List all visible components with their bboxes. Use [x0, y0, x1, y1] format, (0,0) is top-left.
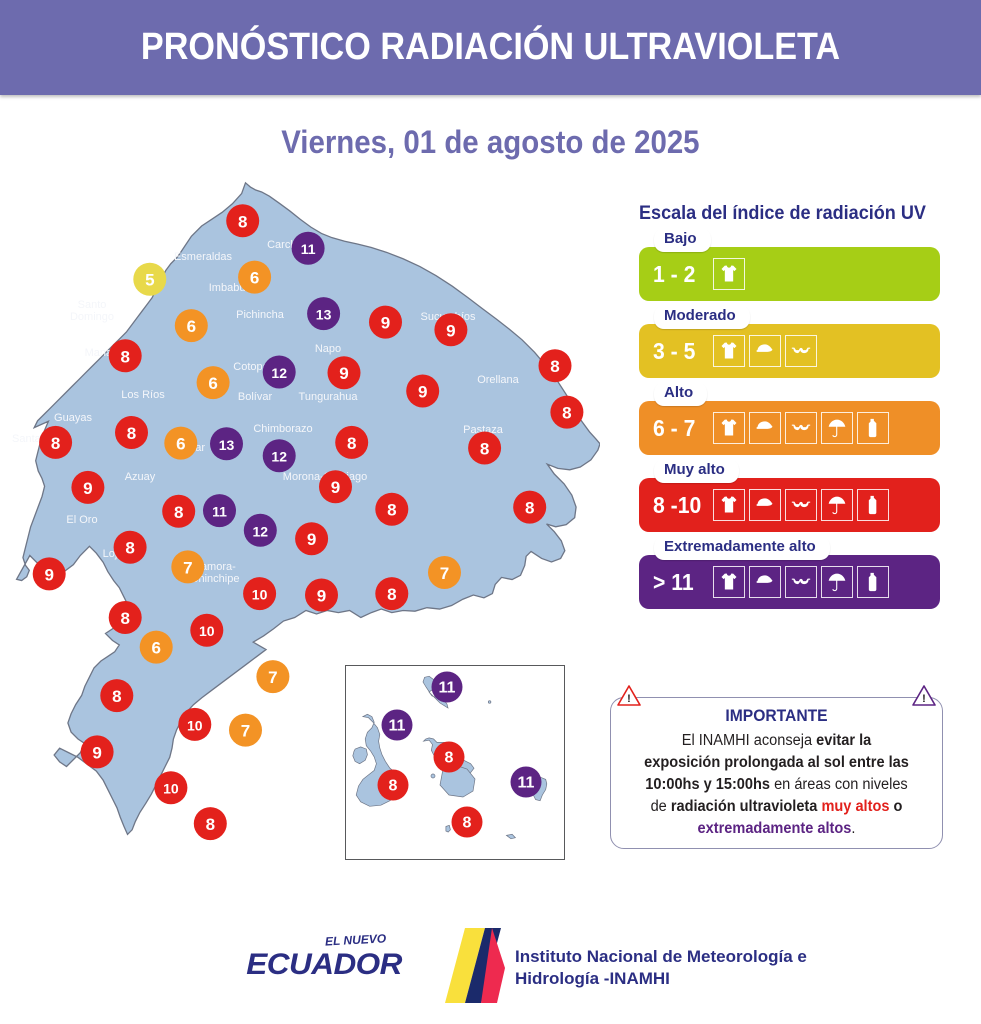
svg-text:8: 8: [550, 357, 559, 376]
svg-text:13: 13: [316, 307, 332, 323]
svg-text:6: 6: [176, 435, 185, 454]
svg-text:8: 8: [238, 212, 247, 231]
svg-text:8: 8: [387, 501, 396, 520]
svg-text:8: 8: [387, 585, 396, 604]
svg-text:9: 9: [307, 530, 316, 549]
svg-text:6: 6: [187, 317, 196, 336]
svg-text:9: 9: [418, 383, 427, 402]
svg-text:Chimborazo: Chimborazo: [253, 423, 312, 435]
svg-text:8: 8: [463, 815, 472, 832]
svg-text:13: 13: [219, 437, 235, 453]
svg-text:9: 9: [331, 478, 340, 497]
svg-text:11: 11: [389, 718, 406, 735]
svg-text:8: 8: [206, 815, 215, 834]
svg-text:12: 12: [271, 449, 287, 465]
svg-text:6: 6: [151, 639, 160, 658]
svg-text:11: 11: [518, 775, 535, 792]
svg-text:9: 9: [83, 479, 92, 498]
svg-text:8: 8: [480, 440, 489, 459]
svg-text:9: 9: [381, 314, 390, 333]
svg-text:7: 7: [268, 668, 277, 687]
svg-text:7: 7: [183, 558, 192, 577]
svg-text:Azuay: Azuay: [125, 471, 156, 483]
svg-text:Bolívar: Bolívar: [238, 391, 273, 403]
svg-text:10: 10: [163, 781, 179, 797]
svg-text:Guayas: Guayas: [54, 412, 92, 424]
svg-text:7: 7: [440, 564, 449, 583]
svg-text:6: 6: [250, 269, 259, 288]
svg-text:6: 6: [208, 374, 217, 393]
svg-text:8: 8: [525, 499, 534, 518]
svg-text:8: 8: [445, 750, 454, 767]
svg-text:8: 8: [347, 434, 356, 453]
svg-text:Pichincha: Pichincha: [236, 309, 285, 321]
svg-text:11: 11: [439, 680, 456, 697]
svg-text:5: 5: [145, 271, 154, 290]
svg-text:Orellana: Orellana: [477, 374, 519, 386]
svg-text:8: 8: [120, 347, 129, 366]
svg-text:9: 9: [44, 565, 53, 584]
svg-text:!: !: [627, 693, 631, 705]
svg-text:8: 8: [120, 609, 129, 628]
svg-text:10: 10: [187, 717, 203, 733]
svg-text:8: 8: [125, 539, 134, 558]
svg-text:Domingo: Domingo: [70, 311, 114, 323]
svg-text:!: !: [922, 693, 926, 705]
svg-text:10: 10: [252, 587, 268, 603]
svg-text:Los Ríos: Los Ríos: [121, 389, 165, 401]
svg-text:9: 9: [339, 364, 348, 383]
svg-text:8: 8: [112, 687, 121, 706]
svg-text:Napo: Napo: [315, 343, 341, 355]
svg-text:12: 12: [253, 523, 269, 539]
svg-text:12: 12: [271, 365, 287, 381]
svg-text:8: 8: [389, 778, 398, 795]
svg-text:8: 8: [174, 503, 183, 522]
svg-text:9: 9: [92, 743, 101, 762]
svg-text:8: 8: [127, 424, 136, 443]
svg-text:Santo: Santo: [78, 299, 107, 311]
svg-text:Esmeraldas: Esmeraldas: [174, 251, 233, 263]
svg-text:8: 8: [562, 404, 571, 423]
svg-text:7: 7: [241, 722, 250, 741]
svg-text:10: 10: [199, 623, 215, 639]
svg-text:11: 11: [301, 241, 316, 257]
svg-text:11: 11: [212, 504, 227, 520]
svg-text:Tungurahua: Tungurahua: [299, 391, 359, 403]
svg-text:9: 9: [446, 321, 455, 340]
svg-text:El Oro: El Oro: [66, 514, 97, 526]
svg-text:8: 8: [51, 434, 60, 453]
svg-text:9: 9: [317, 587, 326, 606]
